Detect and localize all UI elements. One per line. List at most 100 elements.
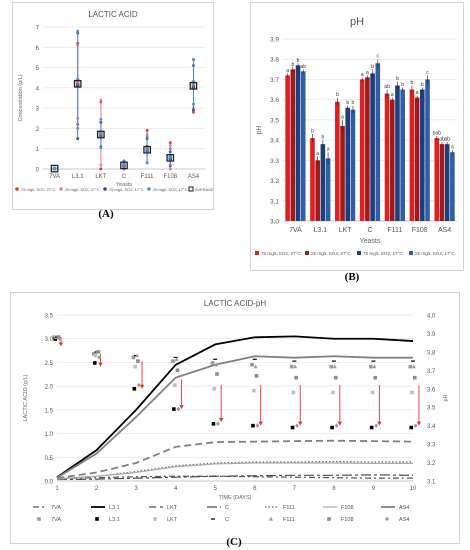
chart-b-category-label: L3.1 — [313, 227, 327, 234]
chart-c-y2tick-label: 3.7 — [427, 369, 436, 375]
chart-c-ph-marker — [133, 364, 138, 369]
chart-b-bar — [409, 89, 415, 221]
chart-c-ph-marker — [173, 356, 178, 359]
chart-b-category-label: AS4 — [438, 227, 451, 234]
chart-b-legend-swatch — [255, 251, 259, 255]
chart-c-y2tick-label: 3.9 — [427, 332, 436, 338]
chart-c-xtick-label: 4 — [174, 486, 178, 492]
chart-b-significance-label: b — [311, 129, 314, 135]
chart-a-point — [99, 131, 103, 136]
chart-a-error-cap — [168, 163, 172, 167]
chart-a-ytick-label: 4 — [36, 86, 40, 92]
chart-c-legend-label: LKT — [167, 505, 178, 511]
chart-c-ph-marker — [253, 364, 258, 369]
chart-b-bar — [414, 97, 420, 221]
chart-c-ph-marker — [368, 364, 373, 369]
chart-c-y2tick-label: 3.3 — [427, 443, 436, 449]
chart-c-ph-drop-arrowhead — [139, 384, 145, 389]
chart-c-ph-marker — [413, 423, 418, 428]
chart-b-legend-label: 25 mg/L SO2, 17°C — [415, 251, 455, 256]
chart-b-significance-label: a — [391, 92, 394, 98]
chart-c-ph-marker — [411, 360, 415, 362]
chart-c-ph-marker — [291, 390, 296, 395]
chart-a-ytick-label: 2 — [36, 127, 40, 133]
chart-b-bar — [295, 65, 301, 222]
chart-c-ph-marker — [370, 390, 375, 395]
chart-b-bar — [375, 63, 381, 222]
chart-c-ph-marker — [176, 406, 181, 412]
chart-c-ph-marker — [212, 386, 217, 391]
chart-a-error-cap — [76, 137, 80, 140]
chart-c-ph-marker — [411, 364, 416, 369]
chart-c-ph-marker — [410, 390, 414, 395]
chart-a-average-marker — [50, 164, 59, 173]
chart-c-y2tick-label: 3.5 — [427, 406, 436, 412]
chart-c-ph-marker — [369, 425, 374, 430]
chart-b-ytick-label: 3.1 — [270, 198, 279, 205]
chart-b-significance-label: a — [286, 68, 289, 74]
chart-c-ph-marker — [409, 425, 413, 430]
chart-c-ph-drop-arrowhead — [377, 421, 382, 426]
chart-panel-b: pH 3.0 3.1 3.2 3.3 3.4 3.5 3.6 3.7 3.8 3.9 pH 7VA L3.… — [250, 2, 464, 271]
chart-c-ph-drop-arrowhead — [258, 421, 263, 426]
chart-c-ph-marker — [92, 351, 96, 356]
chart-b-significance-label: b — [336, 92, 339, 98]
chart-c-xtick-label: 6 — [253, 486, 257, 492]
chart-c-xtick-label: 10 — [410, 486, 417, 492]
chart-c-legend-label: LKT — [167, 517, 178, 523]
chart-b-ytick-label: 3.0 — [270, 219, 279, 226]
chart-c-xtick-label: 1 — [55, 486, 59, 492]
chart-a-ytick-label: 5 — [36, 66, 40, 72]
chart-c-ph-marker — [57, 336, 62, 342]
chart-b-significance-label: a — [341, 114, 344, 120]
chart-c-xlabel: TIME (DAYS) — [219, 495, 252, 501]
chart-b-bar — [434, 138, 440, 221]
chart-c-ph-marker — [136, 359, 140, 363]
chart-c-ytick-label: 3.5 — [45, 314, 54, 320]
chart-b-legend-label: 75 mg/L SO2, 27°C — [261, 251, 301, 256]
chart-c-series-line — [56, 462, 413, 480]
chart-c-legend-label: F108 — [341, 505, 354, 511]
chart-b-bar — [444, 144, 450, 221]
chart-c-ph-drop-arrowhead — [58, 342, 64, 347]
chart-a-error-cap — [192, 58, 195, 61]
lactic-acid-ph-line-chart: LACTIC ACID-pH 0.0 0.5 1.0 1.5 2.0 2.5 3.0 3.5 3.… — [23, 299, 449, 523]
chart-c-legend-label: L3.1 — [109, 517, 120, 523]
chart-c-ph-marker — [334, 423, 339, 428]
chart-b-bar — [315, 160, 320, 221]
chart-c-legend-label: F111 — [283, 517, 295, 523]
chart-c-legend-marker — [385, 516, 389, 522]
chart-b-significance-label: b — [371, 64, 374, 70]
chart-b-ytick-label: 3.2 — [270, 178, 279, 185]
chart-a-ytick-label: 6 — [36, 46, 40, 52]
chart-a-error-cap — [76, 29, 80, 33]
chart-a-category-label: L3.1 — [72, 174, 84, 180]
chart-b-bar — [340, 125, 345, 221]
chart-c-legend-marker — [37, 517, 41, 521]
chart-b-significance-label: b — [411, 80, 414, 86]
chart-c-ph-marker — [131, 355, 136, 360]
chart-c-ph-marker — [93, 353, 98, 358]
chart-a-error-cap — [145, 161, 149, 165]
chart-c-ph-marker — [172, 383, 177, 387]
chart-b-significance-label: b — [421, 82, 424, 88]
chart-c-ph-marker — [132, 386, 137, 391]
chart-c-ytick-label: 1.0 — [45, 432, 54, 438]
chart-a-ytick-label: 3 — [36, 107, 40, 113]
chart-b-significance-label: b — [291, 62, 294, 68]
chart-panel-c: LACTIC ACID-pH 0.0 0.5 1.0 1.5 2.0 2.5 3.0 3.5 3.… — [10, 292, 460, 544]
chart-c-series-line — [56, 335, 414, 478]
chart-a-ytick-label: 7 — [36, 26, 40, 32]
chart-b-ytick-label: 3.5 — [270, 117, 279, 124]
chart-c-y2tick-label: 4.0 — [427, 314, 436, 320]
chart-c-ph-marker — [251, 423, 255, 428]
chart-a-category-label: C — [122, 174, 127, 180]
chart-b-significance-label: a — [366, 70, 369, 76]
chart-c-ph-marker — [408, 364, 413, 369]
lactic-acid-scatter-chart: LACTIC ACID 0 1 2 3 4 5 6 7 7VA L3.1 LKT C F111 F108 AS… — [15, 10, 213, 192]
chart-b-title: pH — [350, 16, 364, 28]
chart-c-ph-marker — [135, 353, 140, 358]
chart-c-ph-marker — [97, 355, 102, 360]
chart-c-ph-marker — [210, 361, 215, 365]
chart-b-bar — [325, 158, 331, 221]
